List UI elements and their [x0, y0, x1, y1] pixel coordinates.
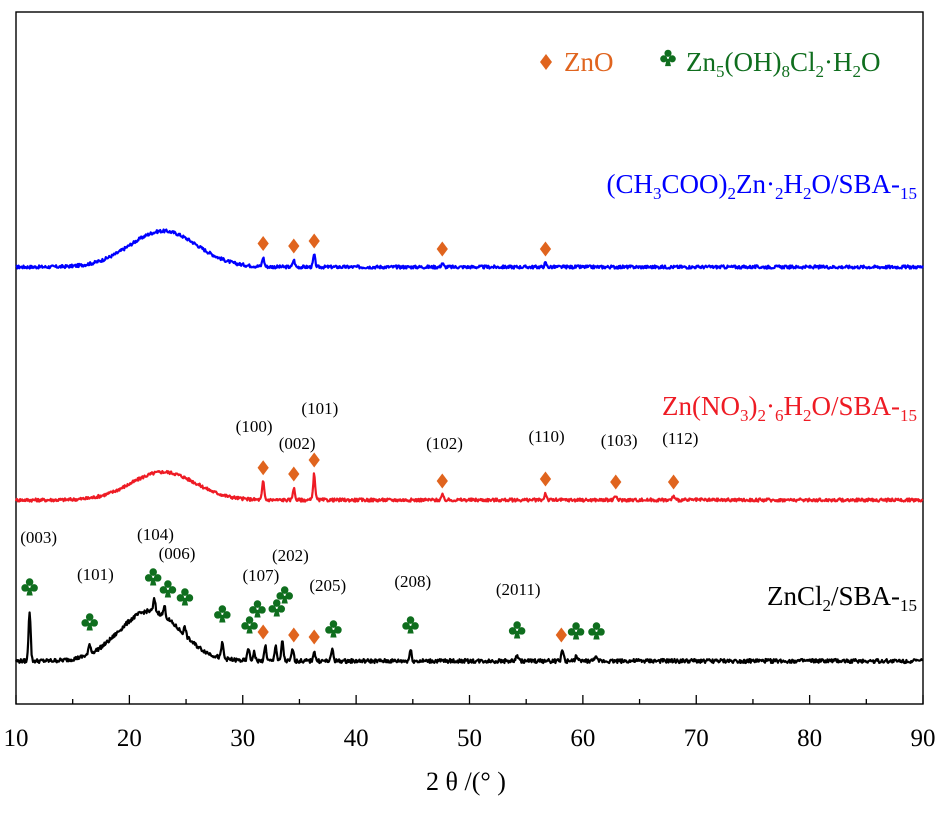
x-tick-label: 50	[457, 725, 482, 752]
trace-2	[14, 597, 924, 665]
lds-marker-2-2	[144, 568, 162, 586]
hkl-label: (101)	[77, 565, 114, 584]
x-tick-label: 40	[344, 725, 369, 752]
traces	[14, 228, 924, 665]
x-axis: 10 20 30 40 50 60 70 80 90	[4, 695, 936, 752]
markers: (100) (002) (101) (102) (110) (103) (112) (003)…	[20, 233, 698, 645]
hkl-label: (202)	[272, 546, 309, 565]
series-labels: (CH3​COO)2​Zn·2​H2​O/SBA-15​ Zn(NO3​)2​·6…	[607, 169, 918, 615]
x-axis-title: 2 θ /(° )	[426, 767, 506, 796]
legend-label-0: ZnO	[564, 47, 614, 77]
lds-marker-2-5	[214, 605, 231, 623]
lds-marker-2-9	[276, 586, 293, 604]
hkl-label: (107)	[242, 566, 279, 585]
x-tick-label: 30	[230, 725, 255, 752]
hkl-label: (006)	[159, 544, 196, 563]
lds-marker-2-10	[325, 620, 342, 638]
legend-label-1: Zn5​(OH)8​Cl2​·H2​O	[686, 47, 881, 81]
zno-marker-2-2	[308, 629, 320, 645]
lds-marker-2-12	[508, 621, 526, 639]
lds-marker-2-6	[241, 616, 258, 634]
zno-marker-0-1	[288, 238, 300, 254]
hkl-label: (110)	[528, 427, 564, 446]
lds-marker-2-1	[81, 613, 98, 631]
x-tick-label: 10	[4, 725, 29, 752]
zno-marker-1-6	[667, 474, 680, 490]
series-label-0: (CH3​COO)2​Zn·2​H2​O/SBA-15​	[607, 169, 918, 203]
hkl-label: (002)	[279, 434, 316, 453]
zno-marker-0-3	[436, 241, 448, 257]
x-tick-label: 20	[117, 725, 142, 752]
legend-club-icon	[660, 49, 676, 67]
lds-marker-2-8	[268, 599, 286, 617]
zno-marker-1-0	[257, 460, 269, 476]
lds-marker-2-0	[21, 578, 38, 596]
zno-marker-1-2	[308, 452, 320, 468]
hkl-label: (205)	[309, 576, 346, 595]
zno-marker-1-5	[610, 474, 622, 490]
zno-marker-1-3	[436, 473, 448, 489]
zno-marker-0-2	[308, 233, 320, 249]
zno-marker-0-0	[257, 236, 269, 252]
zno-marker-2-1	[288, 627, 300, 643]
lds-marker-2-11	[402, 616, 419, 634]
trace-0	[15, 228, 924, 270]
x-tick-label: 60	[570, 725, 595, 752]
x-tick-label: 80	[797, 725, 822, 752]
hkl-label: (208)	[394, 572, 431, 591]
legend: ZnO Zn5​(OH)8​Cl2​·H2​O	[540, 47, 881, 81]
zno-marker-0-4	[539, 241, 552, 257]
hkl-label: (112)	[662, 429, 698, 448]
hkl-label: (102)	[426, 434, 463, 453]
zno-marker-1-1	[288, 466, 300, 482]
x-tick-label: 90	[911, 725, 936, 752]
legend-diamond-icon	[540, 54, 552, 70]
hkl-label: (101)	[301, 399, 338, 418]
hkl-label: (104)	[137, 525, 174, 544]
hkl-label: (2011)	[496, 580, 541, 599]
zno-marker-1-4	[539, 471, 552, 487]
hkl-label: (103)	[601, 431, 638, 450]
lds-marker-2-7	[249, 600, 266, 618]
trace-1	[14, 470, 924, 503]
zno-marker-2-0	[257, 624, 269, 640]
lds-marker-2-13	[567, 622, 585, 640]
x-tick-label: 70	[684, 725, 709, 752]
lds-marker-2-14	[588, 622, 605, 640]
hkl-label: (003)	[20, 528, 57, 547]
hkl-label: (100)	[236, 417, 273, 436]
lds-marker-2-3	[159, 580, 177, 598]
zno-marker-2-3	[555, 627, 567, 643]
series-label-2: ZnCl2​/SBA-15​	[767, 581, 917, 615]
lds-marker-2-4	[176, 588, 194, 606]
series-label-1: Zn(NO3​)2​·6​H2​O/SBA-15​	[662, 391, 917, 425]
